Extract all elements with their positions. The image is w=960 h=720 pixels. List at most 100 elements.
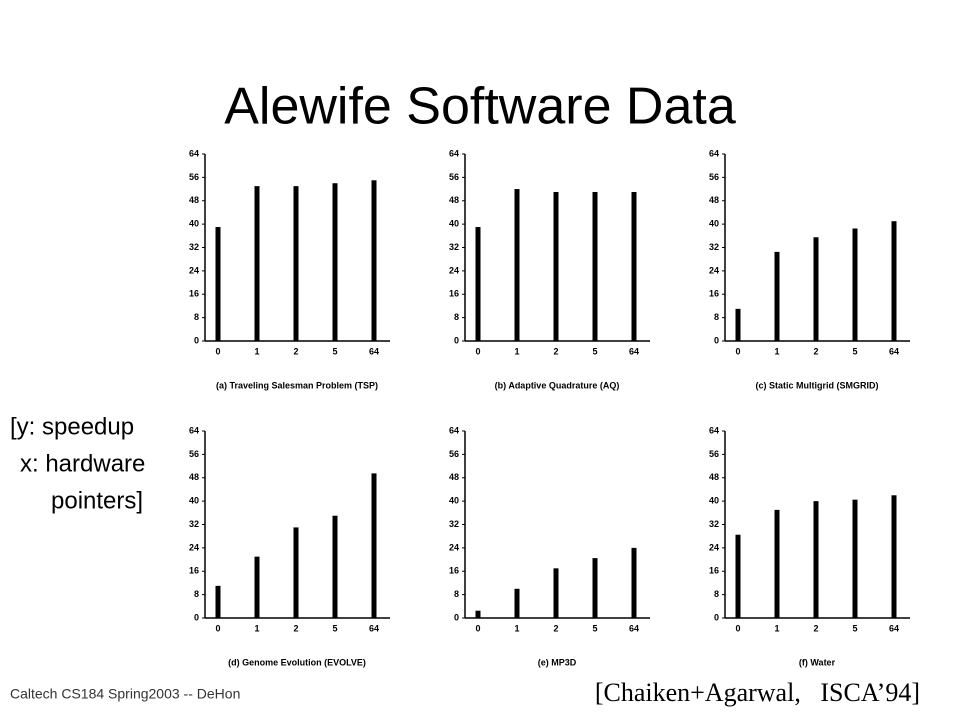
x-tick-label: 1 — [774, 346, 779, 356]
bar — [553, 191, 559, 341]
y-tick-label: 64 — [189, 148, 199, 158]
x-tick-label: 0 — [215, 346, 220, 356]
x-tick-label: 5 — [592, 346, 597, 356]
x-tick-label: 1 — [254, 346, 259, 356]
bar — [631, 191, 637, 341]
bar — [514, 588, 520, 618]
y-tick-label: 56 — [189, 172, 199, 182]
x-tick-label: 0 — [475, 623, 480, 633]
y-tick-label: 56 — [189, 449, 199, 459]
bar — [371, 180, 377, 341]
bar — [631, 547, 637, 618]
y-tick-label: 48 — [189, 472, 199, 482]
x-tick-label: 2 — [553, 346, 558, 356]
bar — [735, 534, 741, 618]
y-tick-label: 48 — [189, 195, 199, 205]
y-tick-label: 56 — [449, 172, 459, 182]
y-tick-label: 16 — [189, 289, 199, 299]
chart-caption: (c) Static Multigrid (SMGRID) — [756, 380, 879, 390]
y-tick-label: 24 — [709, 265, 719, 275]
bar — [592, 558, 598, 618]
y-tick-label: 16 — [449, 289, 459, 299]
y-tick-label: 16 — [449, 566, 459, 576]
y-tick-label: 8 — [194, 589, 199, 599]
x-tick-label: 0 — [475, 346, 480, 356]
x-tick-label: 64 — [889, 623, 899, 633]
y-tick-label: 48 — [709, 472, 719, 482]
footer: Caltech CS184 Spring2003 -- DeHon — [10, 686, 240, 702]
y-tick-label: 40 — [709, 219, 719, 229]
bar — [852, 499, 858, 618]
slide-title: Alewife Software Data — [224, 78, 736, 136]
chart-caption: (b) Adaptive Quadrature (AQ) — [495, 380, 620, 390]
bar — [735, 308, 741, 341]
y-tick-label: 56 — [449, 449, 459, 459]
y-tick-label: 32 — [709, 242, 719, 252]
x-tick-label: 5 — [332, 623, 337, 633]
y-tick-label: 8 — [194, 312, 199, 322]
y-tick-label: 16 — [709, 566, 719, 576]
y-tick-label: 32 — [189, 519, 199, 529]
y-tick-label: 48 — [709, 195, 719, 205]
y-tick-label: 40 — [449, 496, 459, 506]
bar — [774, 251, 780, 341]
y-tick-label: 40 — [709, 496, 719, 506]
y-tick-label: 24 — [189, 265, 199, 275]
bar — [475, 610, 481, 618]
y-tick-label: 64 — [189, 425, 199, 435]
y-tick-label: 0 — [454, 612, 459, 622]
bar — [852, 228, 858, 341]
bar — [514, 189, 520, 341]
bar — [215, 585, 221, 618]
y-tick-label: 8 — [454, 312, 459, 322]
y-tick-label: 48 — [449, 195, 459, 205]
x-tick-label: 1 — [514, 623, 519, 633]
y-tick-label: 32 — [449, 242, 459, 252]
x-tick-label: 0 — [215, 623, 220, 633]
x-tick-label: 64 — [369, 623, 379, 633]
x-tick-label: 0 — [735, 623, 740, 633]
note-line: x: hardware — [20, 450, 145, 477]
y-tick-label: 0 — [194, 335, 199, 345]
citation: [Chaiken+Agarwal, ISCA’94] — [595, 678, 920, 707]
y-tick-label: 16 — [189, 566, 199, 576]
bar — [332, 183, 338, 341]
y-tick-label: 16 — [709, 289, 719, 299]
x-tick-label: 5 — [332, 346, 337, 356]
x-tick-label: 64 — [629, 346, 639, 356]
y-tick-label: 40 — [189, 496, 199, 506]
y-tick-label: 8 — [714, 312, 719, 322]
x-tick-label: 64 — [369, 346, 379, 356]
y-tick-label: 40 — [449, 219, 459, 229]
chart-caption: (d) Genome Evolution (EVOLVE) — [228, 657, 366, 667]
x-tick-label: 2 — [813, 346, 818, 356]
bar — [475, 227, 481, 341]
x-tick-label: 2 — [293, 346, 298, 356]
y-tick-label: 8 — [714, 589, 719, 599]
x-tick-label: 2 — [813, 623, 818, 633]
y-tick-label: 0 — [714, 335, 719, 345]
y-tick-label: 64 — [449, 425, 459, 435]
x-tick-label: 2 — [293, 623, 298, 633]
x-tick-label: 1 — [774, 623, 779, 633]
bar — [813, 501, 819, 618]
x-tick-label: 5 — [592, 623, 597, 633]
x-tick-label: 1 — [254, 623, 259, 633]
bar — [254, 556, 260, 618]
chart-caption: (a) Traveling Salesman Problem (TSP) — [216, 380, 378, 390]
y-tick-label: 0 — [714, 612, 719, 622]
note-line: [y: speedup — [10, 413, 134, 440]
bar — [332, 515, 338, 618]
y-tick-label: 56 — [709, 449, 719, 459]
x-tick-label: 64 — [629, 623, 639, 633]
chart-caption: (f) Water — [799, 657, 836, 667]
x-tick-label: 0 — [735, 346, 740, 356]
y-tick-label: 64 — [709, 425, 719, 435]
y-tick-label: 32 — [709, 519, 719, 529]
x-tick-label: 64 — [889, 346, 899, 356]
x-tick-label: 2 — [553, 623, 558, 633]
y-tick-label: 24 — [709, 542, 719, 552]
bar — [813, 237, 819, 341]
